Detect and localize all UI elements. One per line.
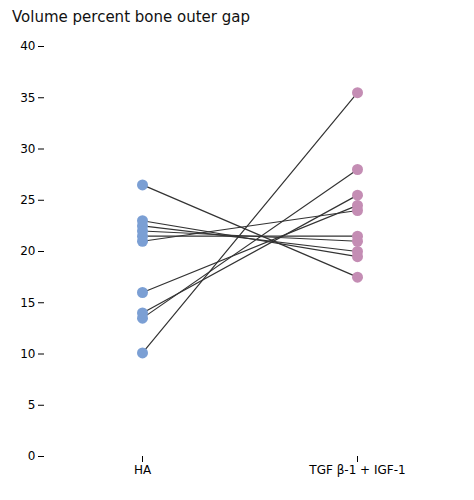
svg-text:40: 40 xyxy=(20,39,35,53)
svg-text:0: 0 xyxy=(28,449,36,463)
svg-text:TGF β-1 + IGF-1: TGF β-1 + IGF-1 xyxy=(308,463,405,477)
svg-text:15: 15 xyxy=(20,296,35,310)
svg-text:HA: HA xyxy=(134,463,152,477)
svg-text:25: 25 xyxy=(20,193,35,207)
html-text:Volume percent bone outer gap: Volume percent bone outer gap xyxy=(12,8,250,26)
svg-text:10: 10 xyxy=(20,347,35,361)
svg-text:20: 20 xyxy=(20,244,35,258)
svg-text:5: 5 xyxy=(28,398,36,412)
svg-text:30: 30 xyxy=(20,142,35,156)
svg-text:35: 35 xyxy=(20,91,35,105)
